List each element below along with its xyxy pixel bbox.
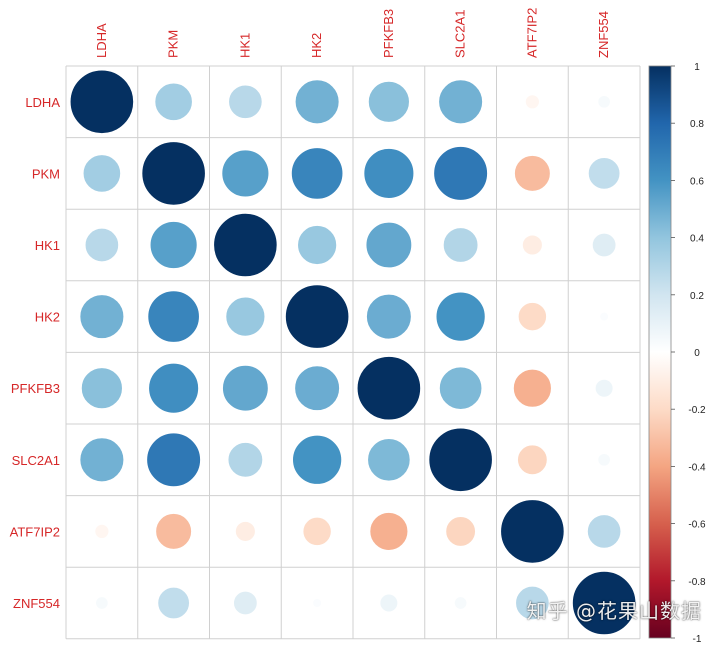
cell-slc2a1-atf7ip2: [516, 444, 548, 476]
row-label: HK1: [35, 238, 60, 253]
cell-znf554-pfkfb3: [379, 593, 399, 613]
cell-hk2-pkm: [147, 290, 200, 343]
row-label: HK2: [35, 310, 60, 325]
cell-ldha-znf554: [597, 94, 611, 109]
cell-hk1-znf554: [591, 232, 617, 258]
legend-colorbar: [648, 65, 672, 639]
cell-znf554-atf7ip2: [515, 585, 550, 621]
cell-atf7ip2-hk2: [302, 516, 332, 547]
row-label: PFKFB3: [11, 381, 60, 396]
cell-hk1-ldha: [84, 227, 120, 263]
legend-tick-label: -1: [693, 634, 702, 645]
cell-pkm-hk2: [290, 147, 344, 200]
cell-pkm-slc2a1: [433, 145, 489, 201]
cell-hk1-pfkfb3: [365, 221, 413, 269]
cell-hk2-atf7ip2: [517, 301, 548, 332]
legend-tick-label: -0.6: [688, 520, 706, 531]
row-label: LDHA: [25, 95, 60, 110]
cell-pfkfb3-pfkfb3: [356, 355, 422, 421]
cell-ldha-atf7ip2: [524, 94, 540, 110]
cell-atf7ip2-ldha: [94, 523, 110, 540]
legend-tick-label: 0.8: [690, 119, 704, 130]
cell-pkm-ldha: [82, 154, 122, 193]
cell-slc2a1-slc2a1: [428, 427, 493, 493]
cell-znf554-ldha: [95, 596, 109, 610]
cell-pkm-hk1: [221, 149, 270, 198]
axis-labels: LDHA LDHA PKM PKM HK1 HK1 HK2 HK2 PFKFB3 PFKFB3 SL…: [10, 8, 611, 611]
cell-hk2-hk1: [225, 296, 266, 337]
row-label: SLC2A1: [12, 453, 60, 468]
cell-znf554-hk2: [312, 598, 323, 608]
cell-hk1-atf7ip2: [521, 234, 543, 256]
cell-slc2a1-hk2: [291, 434, 343, 485]
cell-atf7ip2-slc2a1: [445, 515, 477, 547]
cell-pfkfb3-hk2: [294, 365, 341, 412]
cell-hk2-hk2: [284, 284, 350, 349]
column-label: LDHA: [94, 23, 109, 58]
cell-atf7ip2-hk1: [234, 520, 256, 542]
cell-pkm-znf554: [587, 157, 621, 190]
cell-znf554-znf554: [571, 570, 637, 636]
cell-pfkfb3-atf7ip2: [512, 368, 552, 408]
cell-ldha-pkm: [154, 82, 193, 122]
cell-ldha-hk2: [294, 79, 340, 125]
cell-hk1-pkm: [149, 220, 198, 270]
column-label: ATF7IP2: [524, 8, 539, 58]
cell-atf7ip2-znf554: [586, 514, 622, 549]
legend-tick-label: -0.4: [688, 462, 706, 473]
cell-slc2a1-pfkfb3: [367, 437, 411, 482]
cell-ldha-ldha: [69, 69, 135, 135]
cell-ldha-pfkfb3: [367, 80, 410, 123]
cell-slc2a1-pkm: [146, 432, 202, 488]
column-label: SLC2A1: [453, 10, 468, 58]
column-label: ZNF554: [596, 11, 611, 58]
column-label: HK2: [309, 33, 324, 58]
cell-pkm-atf7ip2: [513, 154, 551, 192]
legend-tick-label: 0.6: [690, 176, 704, 187]
cell-pfkfb3-hk1: [221, 364, 269, 412]
legend-tick-label: 0: [694, 348, 700, 359]
row-label: PKM: [32, 166, 60, 181]
cell-znf554-slc2a1: [453, 596, 468, 610]
grid: [65, 65, 641, 640]
row-label: ATF7IP2: [10, 524, 60, 539]
cell-pfkfb3-znf554: [594, 378, 614, 398]
cell-pkm-pkm: [141, 141, 206, 206]
cell-hk1-hk2: [297, 224, 338, 266]
correlation-circles: [69, 69, 637, 636]
column-label: PFKFB3: [381, 9, 396, 58]
cell-hk1-hk1: [213, 212, 278, 278]
column-label: HK1: [237, 33, 252, 58]
column-label: PKM: [166, 30, 181, 58]
legend-tick-label: 0.2: [690, 291, 704, 302]
cell-ldha-hk1: [228, 84, 263, 120]
cell-znf554-pkm: [157, 586, 191, 620]
color-legend: 1 0.8 0.6 0.4 0.2 0 -0.2 -0.4 -0.6 -0.8 -1: [648, 62, 706, 645]
legend-tick-label: 0.4: [690, 234, 704, 245]
cell-atf7ip2-pfkfb3: [369, 511, 409, 551]
cell-pkm-pfkfb3: [363, 147, 415, 199]
legend-tick-label: -0.8: [688, 577, 706, 588]
legend-tick-label: -0.2: [688, 405, 706, 416]
watermark: 知乎 @花果山数据: [526, 599, 702, 623]
cell-hk1-slc2a1: [442, 227, 479, 263]
cell-atf7ip2-pkm: [155, 512, 193, 550]
cell-pfkfb3-pkm: [148, 362, 200, 414]
cell-slc2a1-ldha: [79, 437, 125, 483]
cell-atf7ip2-atf7ip2: [500, 499, 565, 564]
cell-hk2-slc2a1: [435, 291, 486, 342]
cell-hk2-znf554: [599, 311, 610, 322]
cell-znf554-hk1: [232, 590, 258, 616]
cell-hk2-ldha: [79, 294, 125, 340]
cell-slc2a1-hk1: [227, 441, 264, 478]
cell-slc2a1-znf554: [597, 452, 611, 467]
cell-ldha-slc2a1: [438, 79, 484, 125]
cell-hk2-pfkfb3: [365, 293, 412, 340]
cell-pfkfb3-slc2a1: [438, 366, 483, 411]
row-label: ZNF554: [13, 596, 60, 611]
cell-pfkfb3-ldha: [80, 367, 123, 410]
legend-tick-label: 1: [694, 62, 700, 73]
